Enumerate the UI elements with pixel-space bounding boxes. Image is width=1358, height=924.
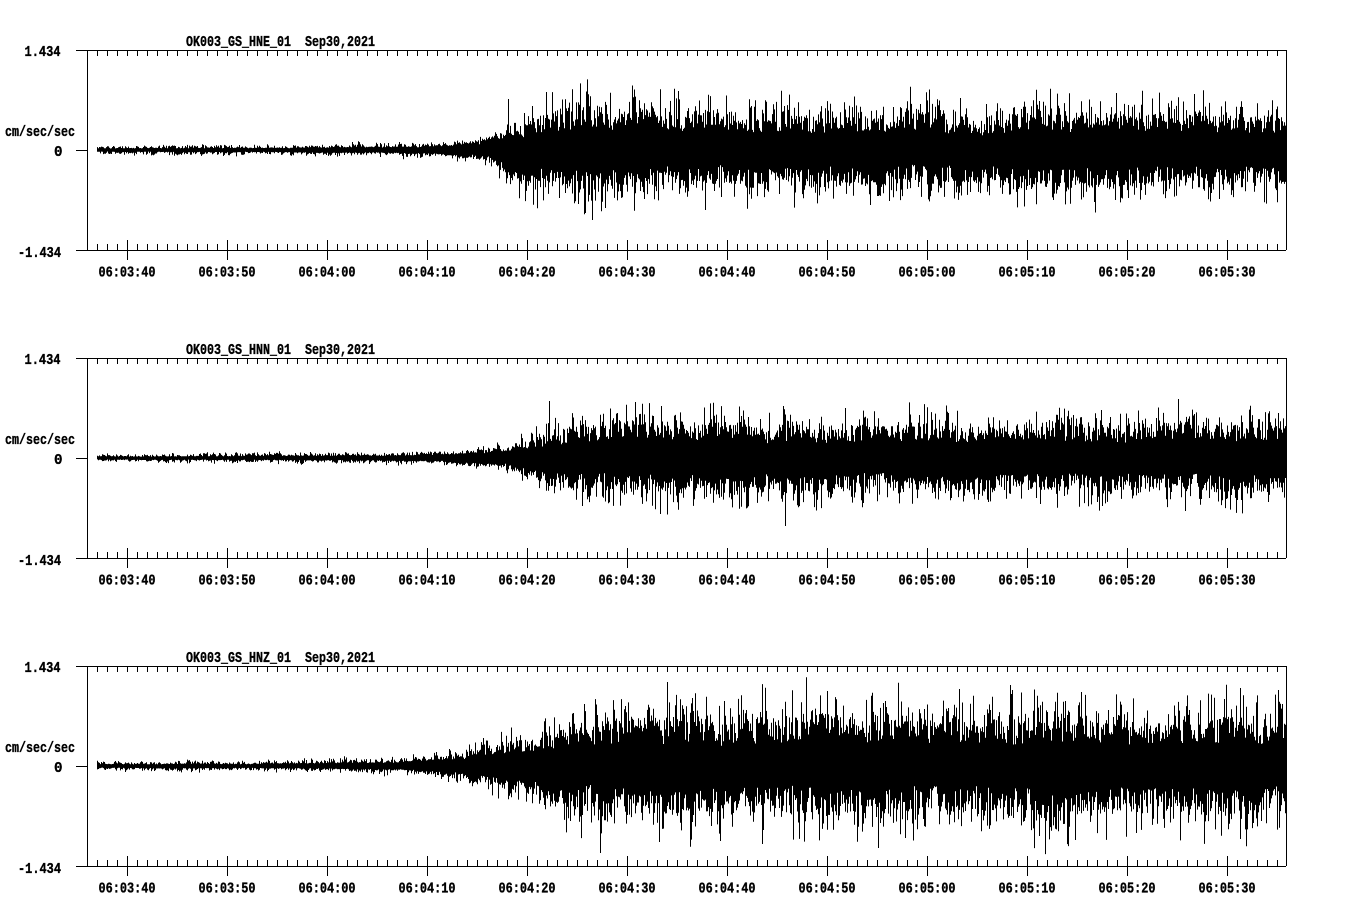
svg-text:0: 0 [54, 144, 63, 161]
svg-text:06:04:40: 06:04:40 [699, 881, 756, 898]
svg-text:06:05:00: 06:05:00 [899, 881, 956, 898]
svg-text:0: 0 [54, 760, 63, 777]
svg-text:06:04:40: 06:04:40 [699, 265, 756, 282]
svg-text:06:05:10: 06:05:10 [999, 881, 1056, 898]
svg-text:06:04:10: 06:04:10 [399, 265, 456, 282]
svg-text:06:04:50: 06:04:50 [799, 265, 856, 282]
svg-text:06:05:10: 06:05:10 [999, 265, 1056, 282]
svg-text:06:05:30: 06:05:30 [1199, 265, 1256, 282]
svg-text:06:05:00: 06:05:00 [899, 265, 956, 282]
svg-text:OK003_GS_HNE_01 Sep30,2021: OK003_GS_HNE_01 Sep30,2021 [186, 34, 375, 51]
svg-text:06:04:00: 06:04:00 [299, 881, 356, 898]
svg-text:1.434: 1.434 [25, 44, 61, 61]
svg-text:06:04:30: 06:04:30 [599, 573, 656, 590]
svg-text:06:05:30: 06:05:30 [1199, 881, 1256, 898]
svg-text:06:03:50: 06:03:50 [199, 265, 256, 282]
svg-text:OK003_GS_HNN_01 Sep30,2021: OK003_GS_HNN_01 Sep30,2021 [186, 342, 375, 359]
svg-text:06:04:10: 06:04:10 [399, 573, 456, 590]
svg-text:1.434: 1.434 [25, 660, 61, 677]
svg-text:06:04:20: 06:04:20 [499, 265, 556, 282]
svg-text:06:04:40: 06:04:40 [699, 573, 756, 590]
svg-text:06:05:20: 06:05:20 [1099, 881, 1156, 898]
svg-text:OK003_GS_HNZ_01 Sep30,2021: OK003_GS_HNZ_01 Sep30,2021 [186, 650, 375, 667]
svg-text:06:05:20: 06:05:20 [1099, 573, 1156, 590]
svg-text:0: 0 [54, 452, 63, 469]
svg-text:06:04:20: 06:04:20 [499, 573, 556, 590]
svg-text:06:04:50: 06:04:50 [799, 881, 856, 898]
svg-text:06:03:40: 06:03:40 [99, 265, 156, 282]
svg-text:06:03:50: 06:03:50 [199, 881, 256, 898]
svg-text:cm/sec/sec: cm/sec/sec [5, 124, 75, 141]
svg-text:1.434: 1.434 [25, 352, 61, 369]
svg-text:06:04:30: 06:04:30 [599, 265, 656, 282]
svg-text:06:04:30: 06:04:30 [599, 881, 656, 898]
svg-text:06:04:10: 06:04:10 [399, 881, 456, 898]
svg-text:06:03:40: 06:03:40 [99, 881, 156, 898]
svg-text:06:04:00: 06:04:00 [299, 265, 356, 282]
svg-text:06:04:50: 06:04:50 [799, 573, 856, 590]
svg-text:06:05:10: 06:05:10 [999, 573, 1056, 590]
svg-text:06:03:40: 06:03:40 [99, 573, 156, 590]
svg-text:cm/sec/sec: cm/sec/sec [5, 740, 75, 757]
svg-text:cm/sec/sec: cm/sec/sec [5, 432, 75, 449]
svg-text:06:04:00: 06:04:00 [299, 573, 356, 590]
svg-text:-1.434: -1.434 [18, 861, 61, 878]
svg-text:06:05:30: 06:05:30 [1199, 573, 1256, 590]
svg-text:-1.434: -1.434 [18, 245, 61, 262]
svg-text:06:04:20: 06:04:20 [499, 881, 556, 898]
svg-text:-1.434: -1.434 [18, 553, 61, 570]
svg-text:06:03:50: 06:03:50 [199, 573, 256, 590]
svg-text:06:05:00: 06:05:00 [899, 573, 956, 590]
svg-text:06:05:20: 06:05:20 [1099, 265, 1156, 282]
